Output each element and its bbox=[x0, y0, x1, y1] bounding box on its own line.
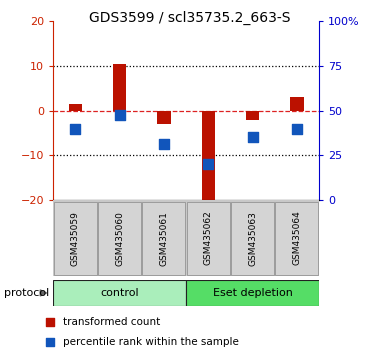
Bar bbox=[231, 201, 274, 275]
Bar bbox=[98, 201, 141, 275]
Text: control: control bbox=[100, 288, 139, 298]
Bar bbox=[275, 201, 318, 275]
Text: protocol: protocol bbox=[4, 288, 49, 298]
Point bbox=[250, 135, 256, 140]
Text: percentile rank within the sample: percentile rank within the sample bbox=[63, 337, 239, 347]
Text: GSM435063: GSM435063 bbox=[248, 211, 257, 266]
Text: GSM435062: GSM435062 bbox=[204, 211, 213, 266]
Bar bbox=[113, 64, 126, 110]
Text: GSM435064: GSM435064 bbox=[293, 211, 302, 266]
Bar bbox=[186, 280, 319, 306]
Point bbox=[72, 126, 78, 131]
Bar bbox=[187, 201, 230, 275]
Point bbox=[294, 126, 300, 131]
Bar bbox=[53, 280, 186, 306]
Text: Eset depletion: Eset depletion bbox=[213, 288, 293, 298]
Text: GSM435060: GSM435060 bbox=[115, 211, 124, 266]
Text: GSM435059: GSM435059 bbox=[71, 211, 80, 266]
Bar bbox=[157, 110, 171, 124]
Bar bbox=[246, 110, 259, 120]
Point bbox=[117, 112, 123, 118]
Bar bbox=[54, 201, 97, 275]
Text: transformed count: transformed count bbox=[63, 318, 160, 327]
Bar bbox=[202, 110, 215, 200]
Bar bbox=[290, 97, 304, 110]
Point bbox=[47, 339, 53, 345]
Bar bbox=[69, 104, 82, 110]
Text: GDS3599 / scl35735.2_663-S: GDS3599 / scl35735.2_663-S bbox=[89, 11, 291, 25]
Bar bbox=[142, 201, 185, 275]
Text: GSM435061: GSM435061 bbox=[160, 211, 169, 266]
Point bbox=[205, 161, 211, 167]
Point bbox=[47, 320, 53, 325]
Point bbox=[161, 141, 167, 147]
